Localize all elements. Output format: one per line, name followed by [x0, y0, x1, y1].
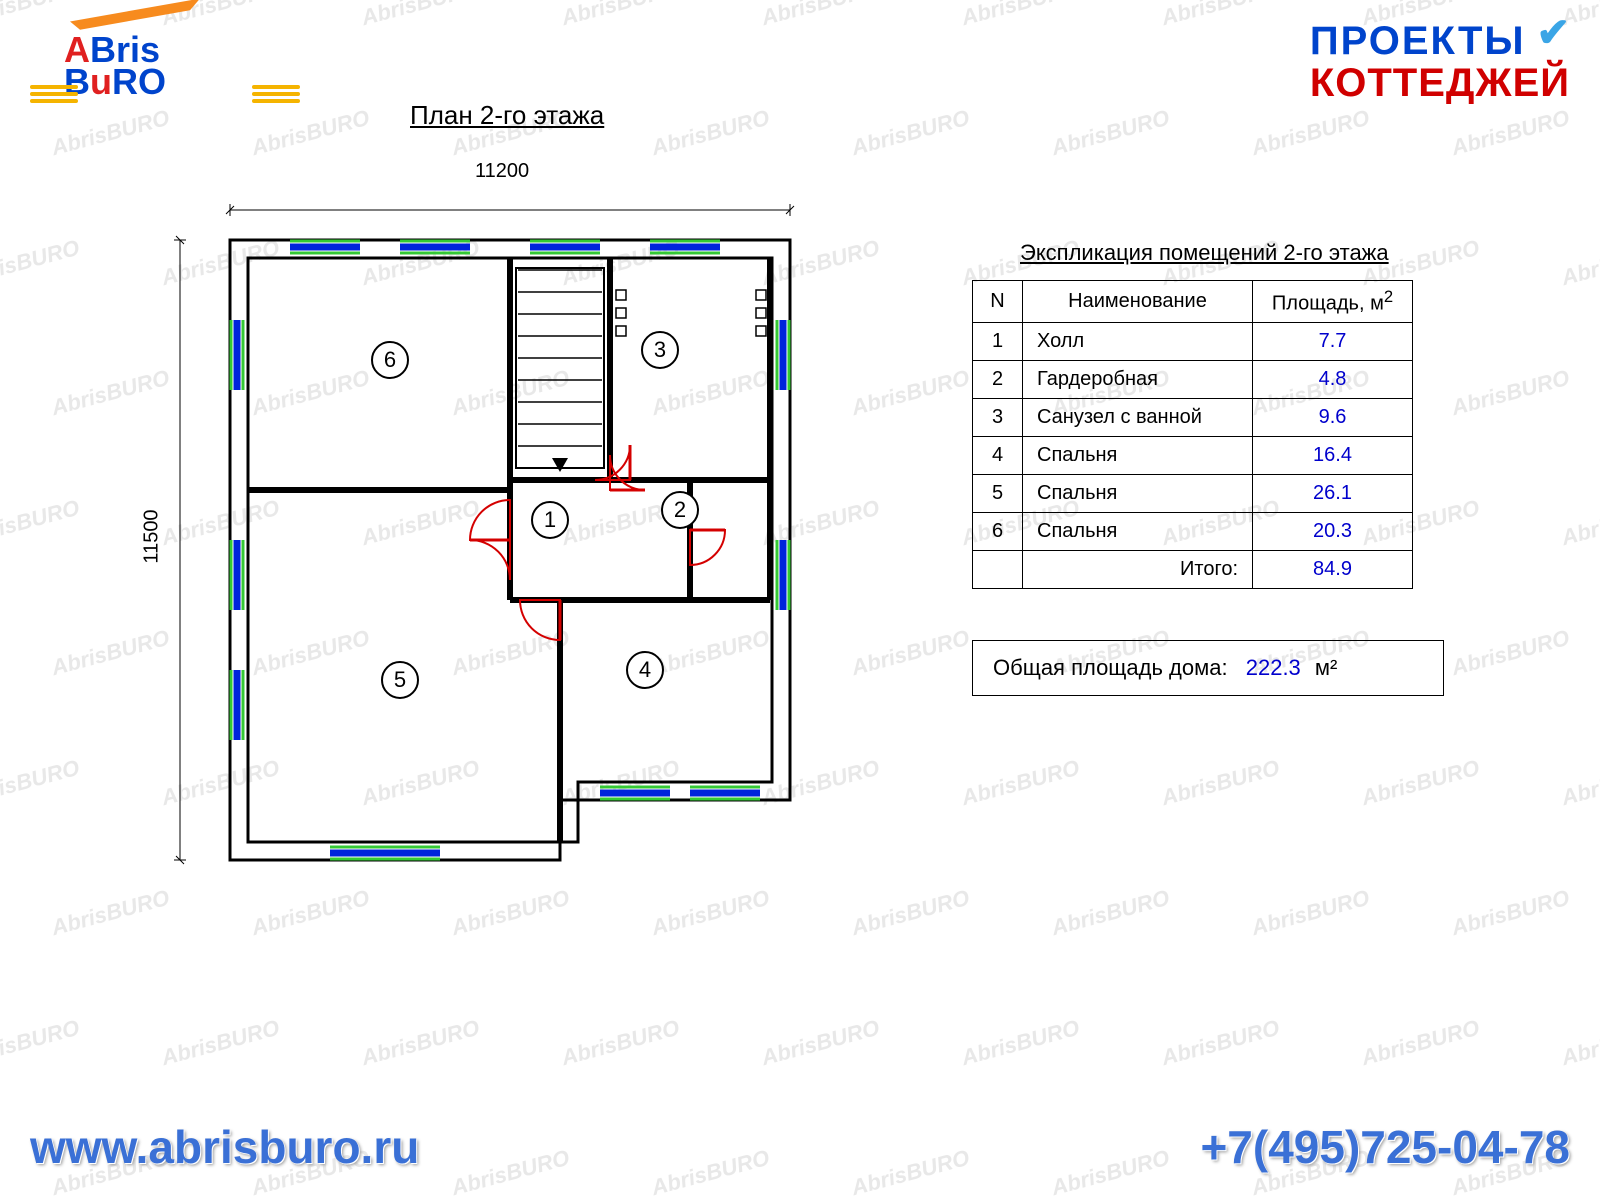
watermark: AbrisBURO — [959, 0, 1083, 31]
row-area: 9.6 — [1253, 398, 1413, 436]
watermark: AbrisBURO — [559, 0, 683, 31]
row-name: Спальня — [1023, 474, 1253, 512]
logo-projects: ПРОЕКТЫ КОТТЕДЖЕЙ ✔ — [1310, 20, 1570, 104]
footer-url[interactable]: www.abrisburo.ru — [30, 1120, 419, 1174]
row-name: Гардеробная — [1023, 360, 1253, 398]
table-row: 1 Холл 7.7 — [973, 322, 1413, 360]
watermark: AbrisBURO — [1449, 885, 1573, 941]
watermark: AbrisBURO — [1559, 1015, 1600, 1071]
dim-height: 11500 — [141, 509, 164, 563]
table-row: 3 Санузел с ванной 9.6 — [973, 398, 1413, 436]
table-header: Площадь, м2 — [1253, 281, 1413, 323]
watermark: AbrisBURO — [1559, 235, 1600, 291]
row-n: 6 — [973, 512, 1023, 550]
watermark: AbrisBURO — [49, 885, 173, 941]
table-header: Наименование — [1023, 281, 1253, 323]
watermark: AbrisBURO — [1249, 105, 1373, 161]
watermark: AbrisBURO — [959, 755, 1083, 811]
watermark: AbrisBURO — [649, 1145, 773, 1201]
total-area-value: 222.3 — [1246, 655, 1301, 680]
dim-width: 11200 — [475, 160, 529, 183]
svg-text:1: 1 — [544, 507, 556, 532]
watermark: AbrisBURO — [759, 0, 883, 31]
watermark: AbrisBURO — [1049, 1145, 1173, 1201]
watermark: AbrisBURO — [0, 1015, 82, 1071]
row-n: 3 — [973, 398, 1023, 436]
watermark: AbrisBURO — [649, 105, 773, 161]
total-area-label: Общая площадь дома: — [993, 655, 1228, 680]
table-title: Экспликация помещений 2-го этажа — [1020, 240, 1389, 266]
watermark: AbrisBURO — [249, 885, 373, 941]
table-row: 5 Спальня 26.1 — [973, 474, 1413, 512]
watermark: AbrisBURO — [1359, 755, 1483, 811]
watermark: AbrisBURO — [1049, 885, 1173, 941]
watermark: AbrisBURO — [849, 885, 973, 941]
watermark: AbrisBURO — [0, 235, 82, 291]
plan-title: План 2-го этажа — [410, 100, 604, 131]
watermark: AbrisBURO — [359, 0, 483, 31]
row-area: 26.1 — [1253, 474, 1413, 512]
table-header: N — [973, 281, 1023, 323]
watermark: AbrisBURO — [159, 1015, 283, 1071]
logo-abrisburo: ABris BuRO — [30, 10, 290, 120]
watermark: AbrisBURO — [1449, 625, 1573, 681]
watermark: AbrisBURO — [559, 1015, 683, 1071]
row-area: 4.8 — [1253, 360, 1413, 398]
row-n: 1 — [973, 322, 1023, 360]
watermark: AbrisBURO — [0, 755, 82, 811]
row-area: 7.7 — [1253, 322, 1413, 360]
table-row: 4 Спальня 16.4 — [973, 436, 1413, 474]
bird-icon: ✔ — [1536, 12, 1570, 54]
watermark: AbrisBURO — [849, 365, 973, 421]
watermark: AbrisBURO — [1559, 755, 1600, 811]
watermark: AbrisBURO — [1559, 495, 1600, 551]
watermark: AbrisBURO — [1159, 755, 1283, 811]
row-name: Холл — [1023, 322, 1253, 360]
total-area-box: Общая площадь дома: 222.3 м² — [972, 640, 1444, 696]
total-area-unit: м² — [1315, 655, 1337, 680]
watermark: AbrisBURO — [1159, 0, 1283, 31]
watermark: AbrisBURO — [1159, 1015, 1283, 1071]
watermark: AbrisBURO — [959, 1015, 1083, 1071]
table-row: 6 Спальня 20.3 — [973, 512, 1413, 550]
row-area: 20.3 — [1253, 512, 1413, 550]
row-n: 2 — [973, 360, 1023, 398]
watermark: AbrisBURO — [49, 625, 173, 681]
watermark: AbrisBURO — [1449, 105, 1573, 161]
row-name: Санузел с ванной — [1023, 398, 1253, 436]
row-n: 5 — [973, 474, 1023, 512]
svg-text:2: 2 — [674, 497, 686, 522]
row-name: Спальня — [1023, 436, 1253, 474]
watermark: AbrisBURO — [1049, 105, 1173, 161]
watermark: AbrisBURO — [449, 885, 573, 941]
watermark: AbrisBURO — [1449, 365, 1573, 421]
footer-phone[interactable]: +7(495)725-04-78 — [1200, 1120, 1570, 1174]
explication-table: NНаименованиеПлощадь, м2 1 Холл 7.7 2 Га… — [972, 280, 1413, 589]
total-value: 84.9 — [1253, 550, 1413, 588]
watermark: AbrisBURO — [849, 105, 973, 161]
watermark: AbrisBURO — [449, 1145, 573, 1201]
watermark: AbrisBURO — [359, 1015, 483, 1071]
watermark: AbrisBURO — [849, 625, 973, 681]
svg-text:4: 4 — [639, 657, 651, 682]
watermark: AbrisBURO — [759, 1015, 883, 1071]
svg-text:5: 5 — [394, 667, 406, 692]
watermark: AbrisBURO — [49, 365, 173, 421]
svg-text:3: 3 — [654, 337, 666, 362]
watermark: AbrisBURO — [649, 885, 773, 941]
svg-text:6: 6 — [384, 347, 396, 372]
floor-plan: 6 3 1 2 5 4 — [170, 200, 850, 890]
table-row: 2 Гардеробная 4.8 — [973, 360, 1413, 398]
table-total-row: Итого: 84.9 — [973, 550, 1413, 588]
watermark: AbrisBURO — [1359, 1015, 1483, 1071]
watermark: AbrisBURO — [1249, 885, 1373, 941]
logo-projects-line2: КОТТЕДЖЕЙ — [1310, 62, 1570, 104]
watermark: AbrisBURO — [0, 495, 82, 551]
watermark: AbrisBURO — [849, 1145, 973, 1201]
row-n: 4 — [973, 436, 1023, 474]
row-name: Спальня — [1023, 512, 1253, 550]
row-area: 16.4 — [1253, 436, 1413, 474]
logo-projects-line1: ПРОЕКТЫ — [1310, 20, 1570, 62]
total-label: Итого: — [1023, 550, 1253, 588]
